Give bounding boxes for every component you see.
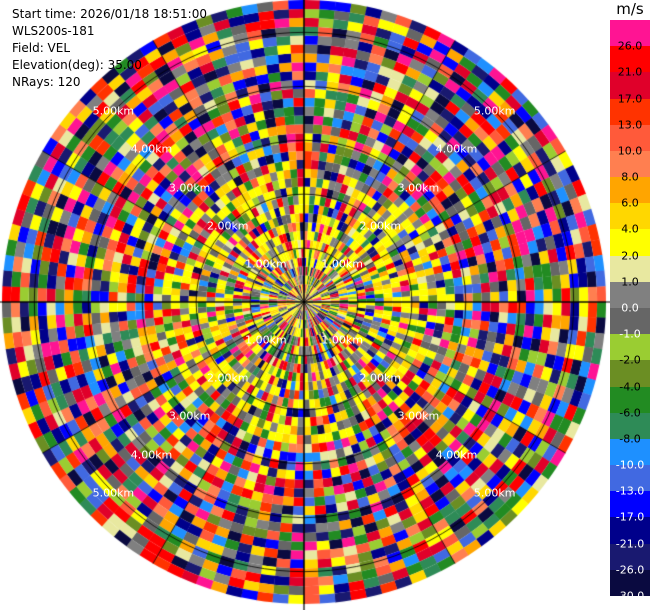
colorbar-segment (610, 543, 650, 571)
range-ring-label: 2.00km (206, 371, 249, 385)
colorbar-tick-label: 6.0 (621, 196, 639, 210)
radar-ppi-plot (0, 0, 610, 610)
colorbar-tick-label: -26.0 (615, 563, 645, 577)
range-ring-label: 1.00km (245, 257, 287, 271)
colorbar-segment (610, 46, 650, 73)
colorbar-tick-label: 8.0 (621, 170, 639, 184)
colorbar-tick-label: -2.0 (619, 353, 641, 367)
colorbar-segment (610, 72, 650, 100)
range-ring-label: 2.00km (206, 219, 249, 233)
colorbar-segment (610, 281, 650, 309)
nrays-text: NRays: 120 (12, 75, 81, 89)
colorbar-segment (610, 438, 650, 466)
colorbar-tick-label: -1.0 (619, 327, 641, 341)
colorbar-segment (610, 150, 650, 178)
range-ring-label: 3.00km (397, 181, 440, 195)
range-ring-label: 1.00km (245, 333, 287, 347)
colorbar-tick-label: 0.0 (621, 301, 639, 315)
instrument-name-text: WLS200s-181 (12, 24, 95, 38)
colorbar-tick-label: -6.0 (619, 406, 641, 420)
colorbar-segment (610, 98, 650, 126)
colorbar-segment (610, 229, 650, 257)
colorbar-tick-label: 26.0 (617, 39, 643, 53)
colorbar-tick-label: 4.0 (621, 222, 639, 236)
colorbar-tick-label: -8.0 (619, 432, 641, 446)
range-ring-label: 5.00km (473, 486, 516, 500)
range-ring-label: 5.00km (92, 486, 135, 500)
range-ring-label: 3.00km (397, 409, 440, 423)
range-ring-label: 1.00km (321, 257, 363, 271)
colorbar-tick-label: 2.0 (621, 249, 639, 263)
elevation-text: Elevation(deg): 35.00 (12, 58, 142, 72)
colorbar-tick-label: 13.0 (617, 118, 643, 132)
colorbar-segment (610, 203, 650, 230)
range-ring-label: 4.00km (130, 142, 173, 156)
range-ring-label: 5.00km (92, 104, 135, 118)
colorbar-segment (610, 360, 650, 388)
colorbar-tick-label: -10.0 (615, 458, 645, 472)
colorbar-segment (610, 334, 650, 361)
colorbar-tick-label: 21.0 (617, 65, 643, 79)
colorbar-segment (610, 569, 650, 597)
colorbar-segment (610, 465, 650, 492)
range-ring-label: 5.00km (473, 104, 516, 118)
colorbar-unit-label: m/s (616, 0, 644, 18)
colorbar-segment (610, 491, 650, 518)
colorbar-segment (610, 308, 650, 335)
range-ring-label: 1.00km (321, 333, 363, 347)
colorbar-tick-label: 17.0 (617, 92, 643, 106)
colorbar-segment (610, 255, 650, 283)
colorbar-segment (610, 517, 650, 545)
colorbar-segment (610, 177, 650, 204)
colorbar-segment (610, 20, 650, 47)
colorbar-segment (610, 412, 650, 440)
colorbar-segment (610, 124, 650, 152)
colorbar-tick-label: -4.0 (619, 380, 641, 394)
range-ring-label: 2.00km (359, 219, 402, 233)
field-text: Field: VEL (12, 41, 71, 55)
range-ring-label: 4.00km (435, 448, 478, 461)
start-time-text: Start time: 2026/01/18 18:51:00 (12, 7, 207, 21)
colorbar-tick-label: -21.0 (615, 537, 645, 551)
colorbar-tick-label: -13.0 (615, 484, 645, 498)
colorbar-tick-label: -30.0 (615, 589, 645, 603)
colorbar-segment (610, 386, 650, 414)
range-ring-label: 3.00km (168, 181, 211, 195)
colorbar-tick-label: 1.0 (621, 275, 639, 289)
plot-info: Start time: 2026/01/18 18:51:00 WLS200s-… (12, 6, 207, 91)
range-ring-label: 4.00km (130, 448, 173, 461)
colorbar-tick-label: -17.0 (615, 510, 645, 524)
range-ring-label: 3.00km (168, 409, 211, 423)
colorbar-tick-label: 10.0 (617, 144, 643, 158)
range-ring-label: 4.00km (435, 142, 478, 156)
range-ring-label: 2.00km (359, 371, 402, 385)
